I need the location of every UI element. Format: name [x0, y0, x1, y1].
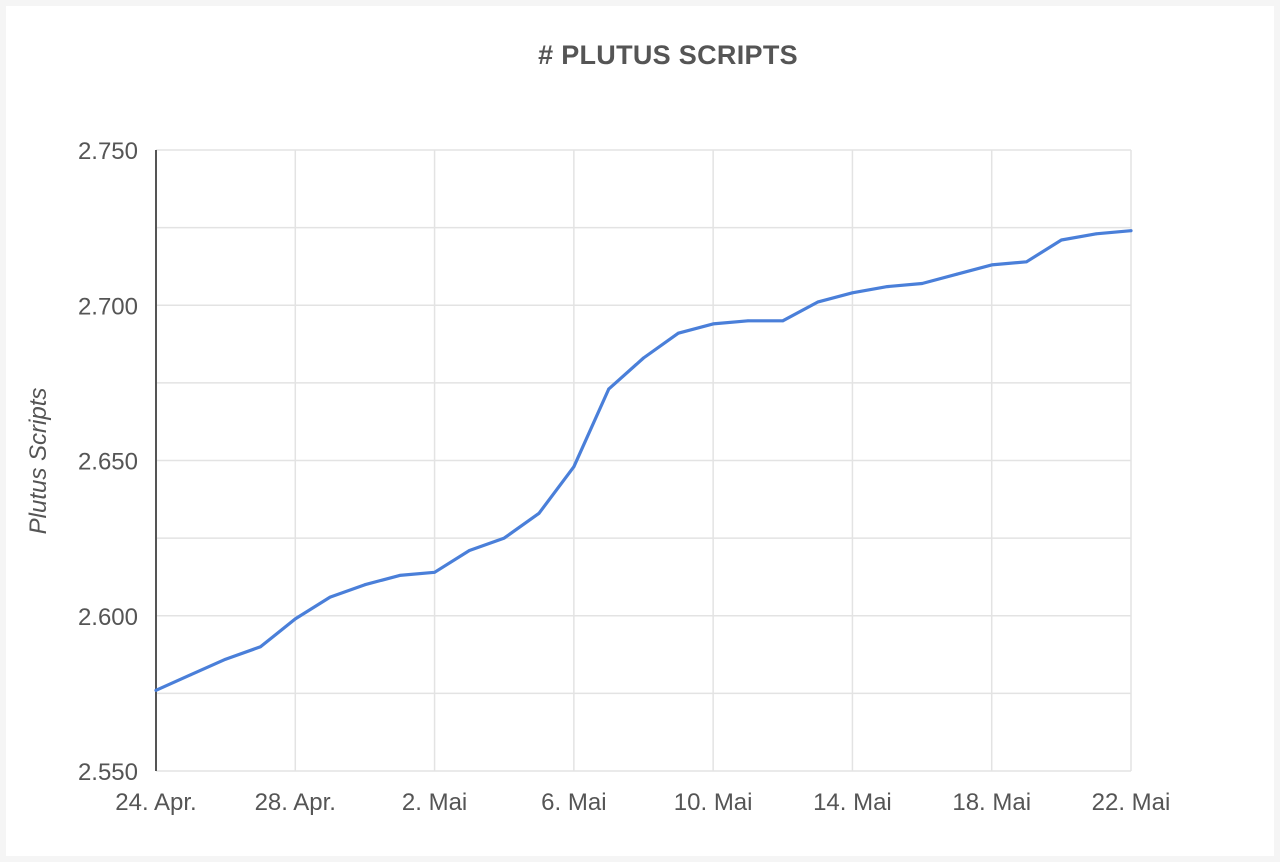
- chart-title: # PLUTUS SCRIPTS: [538, 40, 798, 70]
- data-point: [781, 319, 785, 323]
- data-point: [572, 465, 576, 469]
- data-point: [1129, 229, 1133, 233]
- data-point: [433, 570, 436, 574]
- data-point: [189, 673, 193, 677]
- data-point: [676, 331, 680, 335]
- data-point: [1025, 260, 1028, 264]
- data-point: [467, 549, 471, 552]
- x-tick-label: 10. Mai: [674, 789, 753, 816]
- data-point: [816, 300, 820, 304]
- x-tick-label: 14. Mai: [813, 789, 892, 816]
- data-point: [328, 595, 332, 599]
- data-point: [293, 617, 297, 621]
- data-point: [607, 387, 611, 391]
- series-lines: [154, 229, 1133, 692]
- y-tick-label: 2.600: [78, 604, 138, 631]
- data-point: [990, 263, 994, 267]
- y-axis-title: Plutus Scripts: [25, 388, 52, 535]
- x-tick-label: 2. Mai: [402, 789, 467, 816]
- y-tick-label: 2.550: [78, 759, 138, 786]
- y-tick-label: 2.700: [78, 293, 138, 320]
- data-point: [1094, 232, 1098, 236]
- data-point: [711, 322, 715, 326]
- data-point: [398, 573, 402, 577]
- data-point: [224, 657, 228, 661]
- data-point: [363, 583, 367, 587]
- data-point: [537, 511, 541, 515]
- data-point: [502, 536, 506, 540]
- x-tick-label: 28. Apr.: [255, 789, 336, 816]
- y-tick-label: 2.750: [78, 138, 138, 165]
- data-point: [920, 282, 924, 285]
- grid-lines: [155, 149, 1132, 772]
- x-tick-label: 18. Mai: [952, 789, 1031, 816]
- data-point: [642, 356, 645, 360]
- y-tick-label: 2.650: [78, 449, 138, 476]
- tick-labels: 2.550 2.600 2.650 2.700 2.750 24. Apr. 28. Apr…: [78, 138, 1170, 816]
- chart-card: [6, 6, 1274, 856]
- data-point: [259, 645, 262, 649]
- data-point: [955, 272, 959, 276]
- data-point: [885, 285, 889, 289]
- data-point: [154, 688, 158, 692]
- data-point: [746, 319, 750, 323]
- x-tick-label: 22. Mai: [1092, 789, 1171, 816]
- data-point: [851, 291, 854, 295]
- x-tick-label: 24. Apr.: [115, 789, 196, 816]
- x-tick-label: 6. Mai: [541, 789, 606, 816]
- data-point: [1059, 238, 1063, 242]
